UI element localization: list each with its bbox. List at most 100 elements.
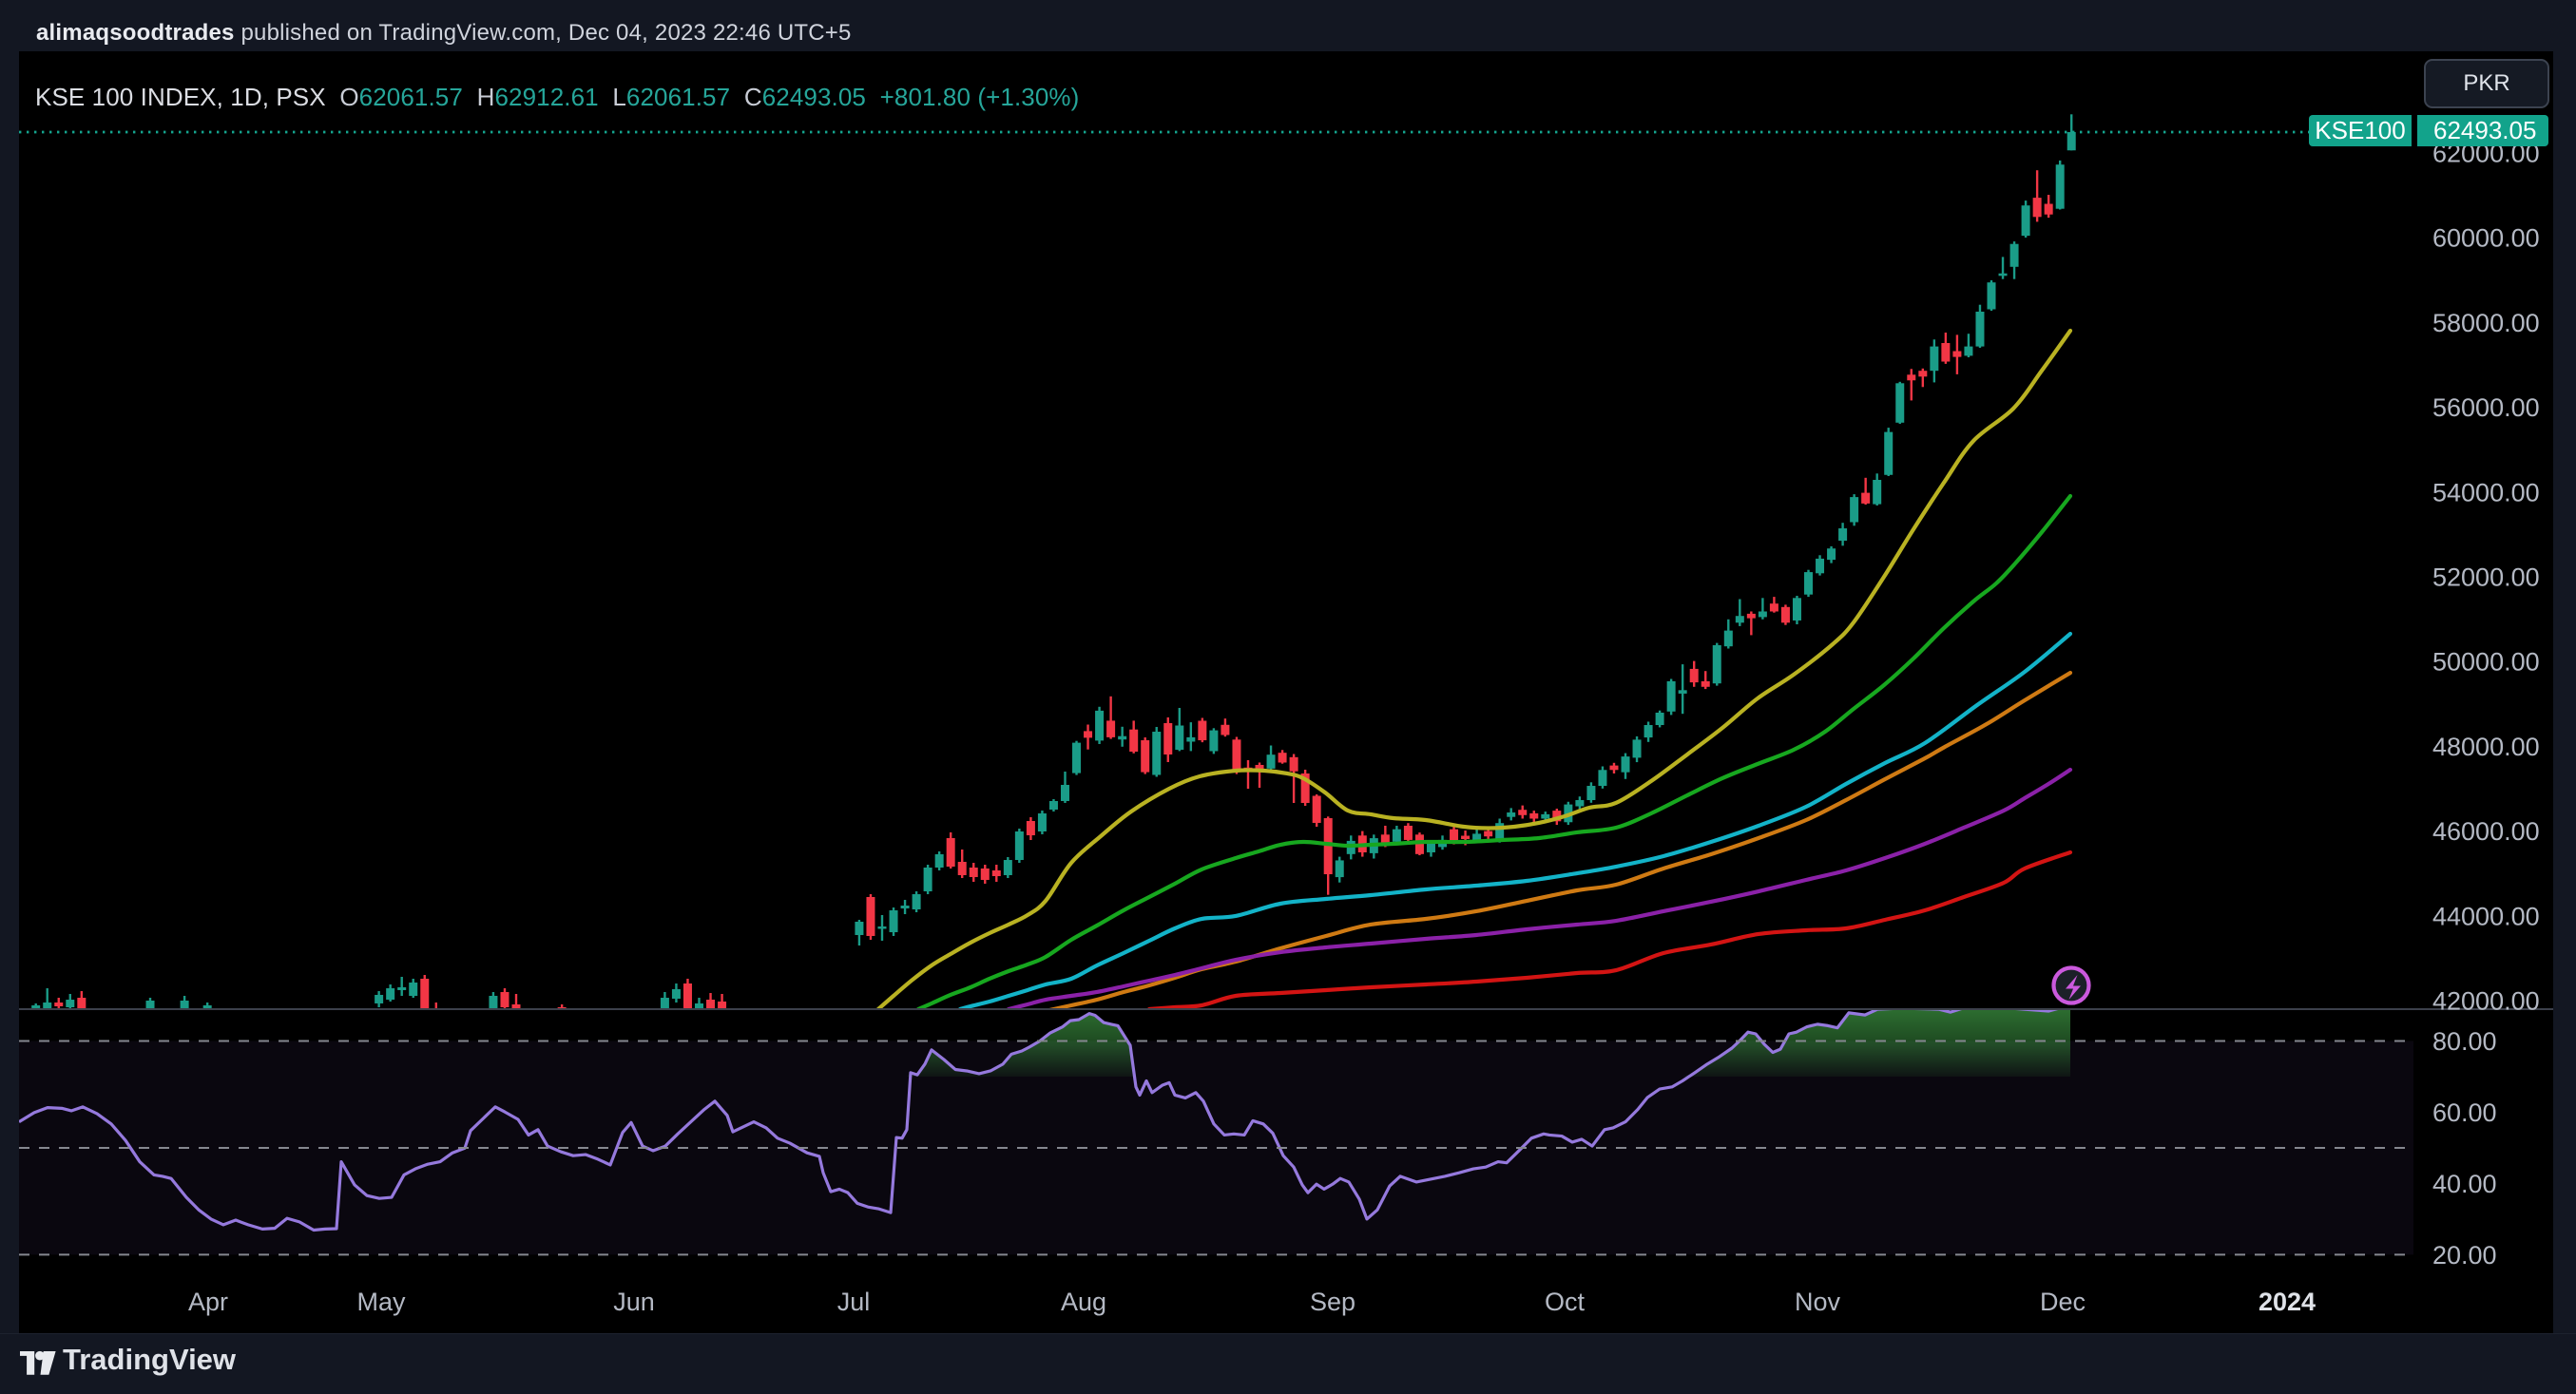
candle-down[interactable] [1278,750,1287,764]
candle-down[interactable] [1221,718,1230,737]
candle-up[interactable] [1507,808,1516,821]
candle-down[interactable] [2032,170,2042,222]
candle-down[interactable] [1918,368,1928,388]
candle-up[interactable] [1895,381,1905,424]
candle-up[interactable] [660,991,669,1011]
candle-down[interactable] [1907,369,1916,401]
candle-up[interactable] [409,978,418,999]
ma-slow-line[interactable] [1146,850,2073,1009]
candle-down[interactable] [1026,817,1035,841]
candle-up[interactable] [66,994,75,1009]
candle-up[interactable] [1884,428,1894,476]
ma-4-line[interactable] [1048,670,2073,1010]
candle-up[interactable] [1266,745,1276,771]
candle-down[interactable] [980,865,990,884]
candle-down[interactable] [1312,794,1321,828]
candle-up[interactable] [1392,825,1401,845]
candle-up[interactable] [1758,598,1767,620]
candle-down[interactable] [1769,597,1778,613]
candle-up[interactable] [1712,642,1721,686]
candle-down[interactable] [1861,477,1871,505]
symbol-title[interactable]: KSE 100 INDEX, 1D, PSX [35,83,326,111]
candle-up[interactable] [1495,818,1505,843]
candle-up[interactable] [1827,545,1836,563]
candle-up[interactable] [1621,753,1630,779]
candle-down[interactable] [1243,759,1253,790]
candle-up[interactable] [877,915,887,941]
candle-up[interactable] [1186,722,1196,752]
candle-down[interactable] [1780,604,1790,625]
candle-up[interactable] [1666,678,1676,716]
candle-down[interactable] [706,993,716,1012]
candle-up[interactable] [1209,728,1219,754]
candle-up[interactable] [43,988,52,1013]
candle-up[interactable] [386,984,395,1002]
candle-down[interactable] [1106,696,1116,739]
candle-up[interactable] [1723,619,1733,649]
tradingview-logo-text[interactable]: TradingView [63,1343,237,1376]
candle-down[interactable] [1129,720,1139,754]
candle-down[interactable] [1380,825,1390,848]
candle-up[interactable] [1095,706,1105,744]
candle-down[interactable] [420,975,430,1011]
candle-down[interactable] [946,831,955,869]
ma-3-line[interactable] [957,631,2073,1009]
ma-fast-line[interactable] [875,328,2073,1009]
candle-down[interactable] [1300,770,1310,807]
candle-up[interactable] [1655,710,1664,728]
candle-up[interactable] [912,891,921,913]
candle-down[interactable] [1518,805,1528,819]
candle-down[interactable] [1701,671,1710,690]
candle-up[interactable] [1792,595,1801,624]
tradingview-logo-icon[interactable] [20,1350,58,1377]
candle-up[interactable] [145,998,155,1012]
candle-down[interactable] [718,994,727,1012]
candle-down[interactable] [1461,831,1471,846]
candle-down[interactable] [1163,716,1173,762]
candle-down[interactable] [1403,823,1413,844]
candle-down[interactable] [500,988,509,1009]
candle-up[interactable] [1644,721,1653,742]
candle-down[interactable] [2044,195,2053,219]
candle-up[interactable] [1118,726,1127,747]
candle-up[interactable] [1575,796,1585,810]
candle-down[interactable] [969,863,978,882]
candle-up[interactable] [375,991,384,1007]
candle-down[interactable] [957,850,967,879]
candle-down[interactable] [991,865,1001,882]
candle-up[interactable] [1426,840,1435,857]
candle-up[interactable] [1964,334,1973,358]
candle-up[interactable] [889,907,898,936]
candle-up[interactable] [1175,707,1184,752]
candle-up[interactable] [2009,241,2019,279]
ma-2-line[interactable] [915,493,2073,1009]
rsi-line[interactable] [19,1005,2070,1232]
candle-up[interactable] [1037,811,1047,834]
candle-up[interactable] [1060,771,1069,803]
candle-up[interactable] [900,899,910,915]
candle-down[interactable] [1323,816,1333,895]
candle-up[interactable] [1003,856,1012,879]
candle-up[interactable] [1072,740,1082,775]
candle-down[interactable] [1198,717,1207,743]
candle-down[interactable] [1746,611,1756,636]
candle-up[interactable] [1678,664,1687,715]
candle-up[interactable] [1987,279,1996,311]
candle-down[interactable] [1084,724,1093,750]
candle-up[interactable] [31,1003,41,1015]
candle-up[interactable] [2021,201,2030,239]
candle-up[interactable] [1975,304,1985,348]
candle-up[interactable] [1850,494,1859,526]
candle-down[interactable] [77,991,87,1011]
candle-up[interactable] [1804,569,1814,598]
candle-down[interactable] [682,978,692,1012]
candle-down[interactable] [1689,660,1699,687]
candle-up[interactable] [1735,599,1744,626]
candle-down[interactable] [54,998,64,1009]
candle-down[interactable] [1941,333,1951,364]
candle-down[interactable] [1141,736,1150,774]
candle-up[interactable] [180,996,189,1012]
candle-down[interactable] [1484,828,1493,841]
candle-up[interactable] [1838,523,1848,546]
candle-up[interactable] [1816,555,1825,576]
